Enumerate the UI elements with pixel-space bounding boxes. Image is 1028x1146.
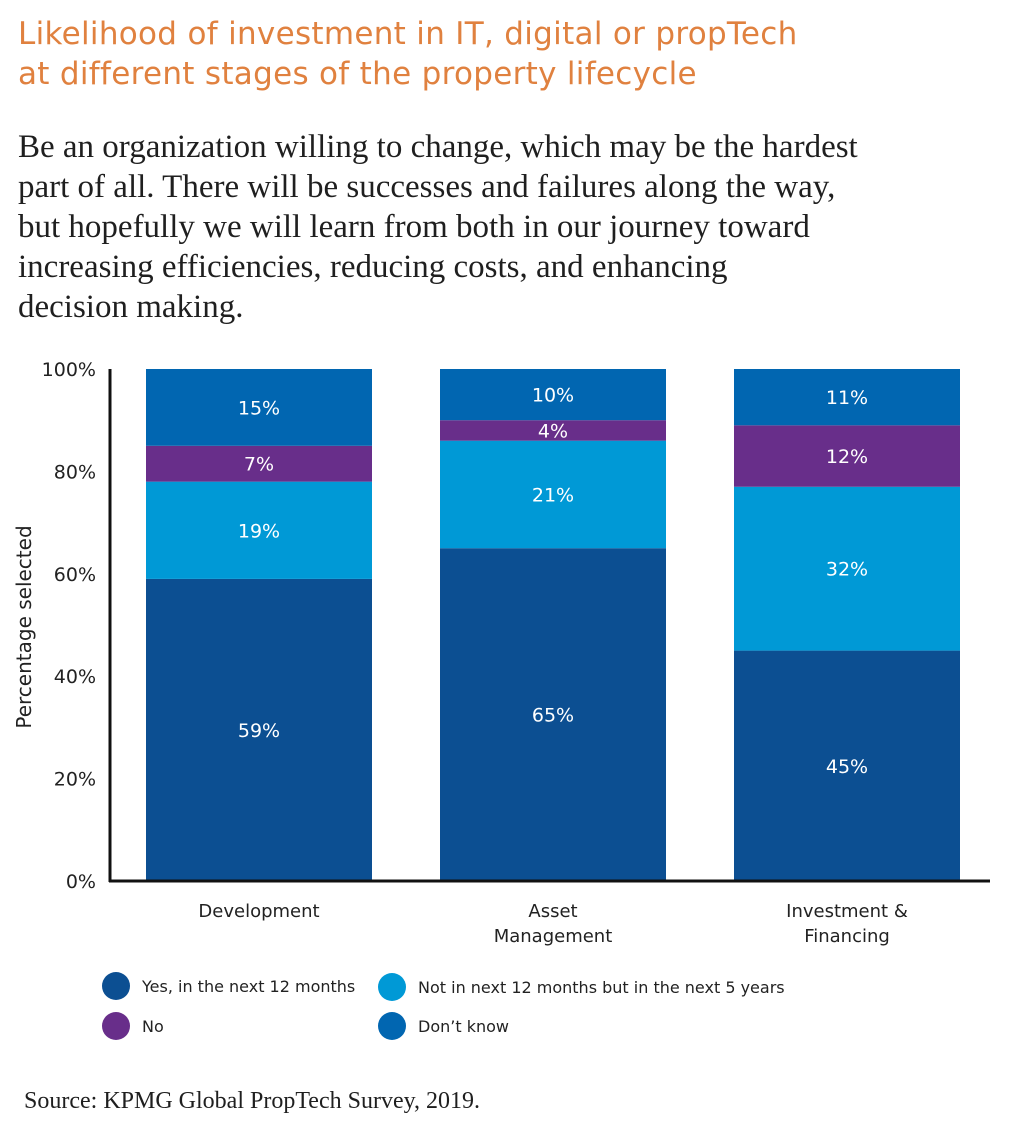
y-tick-label: 80% bbox=[54, 461, 96, 483]
source-note: Source: KPMG Global PropTech Survey, 201… bbox=[24, 1088, 481, 1114]
bar-value-label: 10% bbox=[532, 385, 574, 407]
legend-dot bbox=[102, 1012, 130, 1040]
legend-item-no: No bbox=[102, 1012, 164, 1040]
bar-value-label: 32% bbox=[826, 559, 868, 581]
legend-dot bbox=[378, 973, 406, 1001]
bar-segment bbox=[440, 548, 666, 881]
x-tick-label: Management bbox=[494, 926, 613, 947]
x-tick-label: Financing bbox=[804, 926, 890, 947]
x-tick-label: Development bbox=[198, 901, 319, 922]
bar-segment bbox=[440, 420, 666, 441]
bar-value-label: 65% bbox=[532, 705, 574, 727]
y-tick-label: 0% bbox=[66, 871, 96, 893]
chart-canvas: 59% 19% 7% 15% 65% 21% 4% 10% 45% 32% 12% 11% 0% 20% 4… bbox=[12, 359, 990, 947]
bar-value-label: 12% bbox=[826, 446, 868, 468]
legend-item-five-years: Not in next 12 months but in the next 5 … bbox=[378, 973, 785, 1001]
quote-line: Be an organization willing to change, wh… bbox=[18, 129, 858, 165]
quote-text: Be an organization willing to change, wh… bbox=[18, 127, 1008, 327]
bar-segment bbox=[146, 578, 372, 881]
bar-value-label: 11% bbox=[826, 387, 868, 409]
y-tick-label: 60% bbox=[54, 564, 96, 586]
chart-title-line: Likelihood of investment in IT, digital … bbox=[18, 16, 798, 52]
legend-dot bbox=[102, 972, 130, 1000]
bar-segment bbox=[734, 486, 960, 651]
legend-label: Don’t know bbox=[418, 1016, 509, 1036]
x-tick-label: Asset bbox=[528, 901, 577, 922]
legend-label: No bbox=[142, 1016, 164, 1036]
bar-segment bbox=[146, 445, 372, 482]
bar-value-label: 15% bbox=[238, 397, 280, 419]
bar-segment bbox=[734, 425, 960, 487]
bar-segment bbox=[734, 369, 960, 426]
bar-segment bbox=[440, 440, 666, 549]
quote-line: but hopefully we will learn from both in… bbox=[18, 209, 810, 245]
y-tick-label: 100% bbox=[42, 359, 96, 381]
bar-value-label: 19% bbox=[238, 520, 280, 542]
bar-segment bbox=[146, 369, 372, 446]
legend-item-yes: Yes, in the next 12 months bbox=[102, 972, 355, 1000]
stacked-bar-chart: 59% 19% 7% 15% 65% 21% 4% 10% 45% 32% 12% 11% 0% 20% 4… bbox=[0, 350, 1028, 965]
bar-value-label: 21% bbox=[532, 484, 574, 506]
quote-line: decision making. bbox=[18, 289, 244, 325]
legend-label: Yes, in the next 12 months bbox=[142, 976, 356, 996]
bar-segment bbox=[440, 369, 666, 421]
bar-value-label: 7% bbox=[244, 454, 274, 476]
legend-label: Not in next 12 months but in the next 5 … bbox=[418, 977, 785, 997]
bar-value-label: 4% bbox=[538, 420, 568, 442]
bar-segment bbox=[734, 650, 960, 881]
x-tick-label: Investment & bbox=[786, 901, 908, 922]
quote-line: increasing efficiencies, reducing costs,… bbox=[18, 249, 728, 285]
legend-item-dont-know: Don’t know bbox=[378, 1012, 509, 1040]
bar-segment bbox=[146, 481, 372, 579]
y-axis-title: Percentage selected bbox=[12, 525, 36, 728]
chart-title-line: at different stages of the property life… bbox=[18, 56, 697, 92]
chart-title: Likelihood of investment in IT, digital … bbox=[18, 14, 1008, 94]
y-tick-label: 20% bbox=[54, 769, 96, 791]
bar-value-label: 59% bbox=[238, 720, 280, 742]
legend-dot bbox=[378, 1012, 406, 1040]
y-tick-label: 40% bbox=[54, 666, 96, 688]
bar-value-label: 45% bbox=[826, 756, 868, 778]
chart-legend: Yes, in the next 12 months Not in next 1… bbox=[102, 972, 822, 1052]
quote-line: part of all. There will be successes and… bbox=[18, 169, 836, 205]
